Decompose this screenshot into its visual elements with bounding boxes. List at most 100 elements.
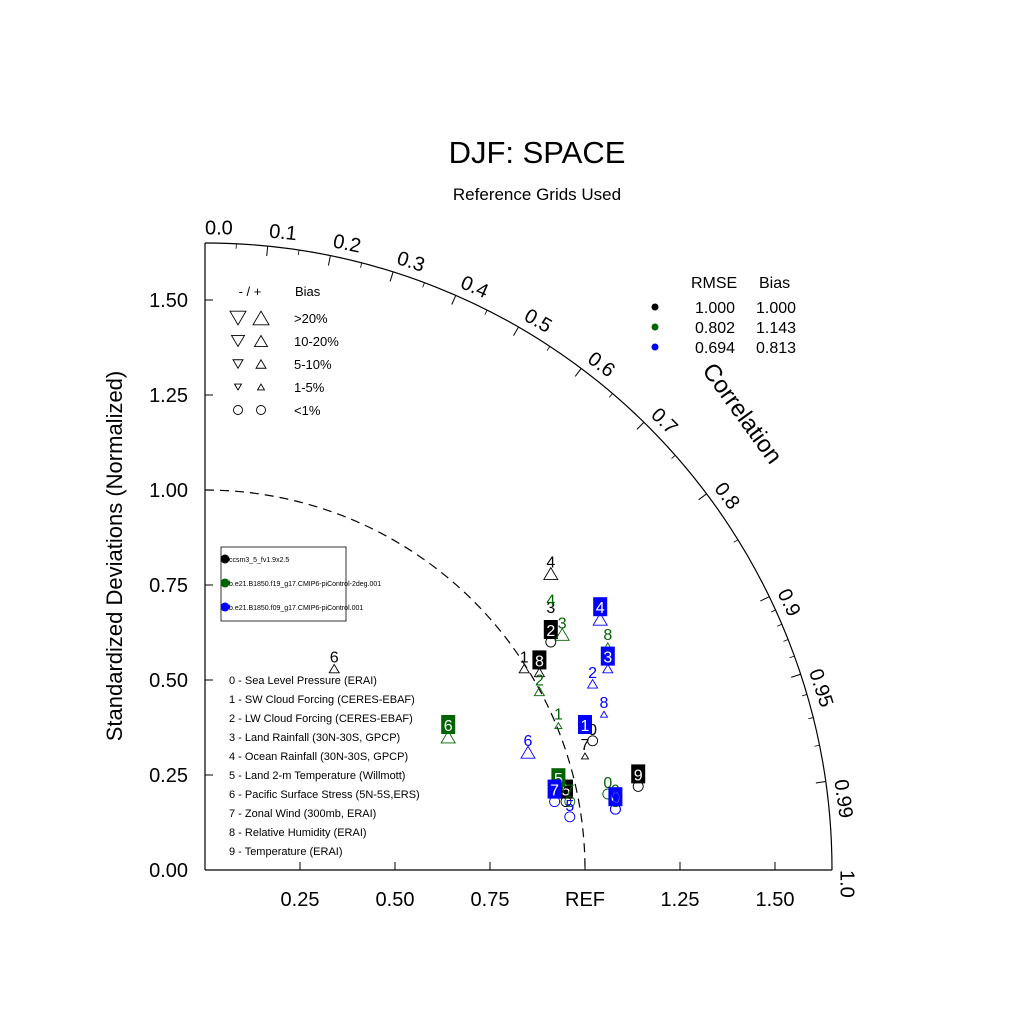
- point-marker: [564, 796, 576, 808]
- point-label: 1: [554, 707, 563, 724]
- corr-tick: [389, 271, 394, 282]
- chart-title: DJF: SPACE: [449, 135, 626, 170]
- x-tick-label: 0.25: [281, 889, 320, 911]
- point-marker: [564, 811, 576, 823]
- corr-tick-label: 0.5: [520, 305, 555, 338]
- bias-legend-row-label: 1-5%: [294, 380, 325, 395]
- series-color-dot: [220, 554, 230, 564]
- corr-tick-label: 0.6: [583, 348, 618, 382]
- variable-legend: 0 - Sea Level Pressure (ERAI) 1 - SW Clo…: [229, 675, 420, 858]
- corr-tick: [513, 326, 519, 336]
- corr-tick-label: 0.99: [829, 778, 856, 820]
- point-marker: [609, 803, 621, 815]
- corr-minor-tick: [789, 655, 795, 659]
- corr-minor-tick: [422, 282, 425, 288]
- bias-legend: - / + Bias >20% 10-20% 5-10% 1-5% <1%: [229, 284, 339, 418]
- x-tick-label: 1.25: [661, 889, 700, 911]
- point-label-box: [608, 787, 623, 807]
- corr-minor-tick: [802, 694, 808, 697]
- corr-tick: [760, 596, 770, 602]
- variable-legend-item: 8 - Relative Humidity (ERAI): [229, 827, 367, 839]
- series-legend-label: ccsm3_5_fv1.9x2.5: [229, 557, 289, 564]
- point-marker: [328, 663, 340, 674]
- point-label: 7: [550, 783, 559, 800]
- point-label: 9: [634, 767, 643, 784]
- point-label: 3: [546, 600, 555, 617]
- point-label: 0: [588, 722, 597, 739]
- bias-legend-row-label: 5-10%: [294, 357, 332, 372]
- x-tick-label: 1.50: [756, 889, 795, 911]
- point-label: 9: [611, 790, 620, 807]
- bias-up-triangle-icon: [252, 310, 270, 326]
- plot-frame: [204, 242, 833, 871]
- series-color-dot: [220, 602, 230, 612]
- point-label: 6: [330, 650, 339, 667]
- point-label: 0: [611, 790, 620, 807]
- series-color-dot: [220, 578, 230, 588]
- corr-tick-label: 0.3: [394, 247, 427, 276]
- corr-tick: [790, 673, 801, 678]
- y-tick-label: 0.75: [149, 575, 188, 597]
- corr-tick-label: 0.2: [331, 230, 363, 257]
- point-label: 7: [581, 737, 590, 754]
- point-label: 2: [535, 672, 544, 689]
- point-label-box: [532, 650, 547, 670]
- x-tick-label: 0.50: [376, 889, 415, 911]
- stats-bias-value: 1.000: [756, 300, 796, 317]
- point-label-box: [631, 764, 646, 784]
- y-axis-title: Standardized Deviations (Normalized): [102, 371, 127, 742]
- variable-legend-item: 1 - SW Cloud Forcing (CERES-EBAF): [229, 694, 415, 706]
- corr-tick: [451, 295, 457, 305]
- corr-minor-tick: [484, 309, 488, 315]
- series-legend-label: b.e21.B1850.f09_g17.CMIP6-piControl.001: [229, 605, 363, 612]
- variable-legend-item: 9 - Temperature (ERAI): [229, 846, 343, 858]
- point-marker: [554, 721, 563, 730]
- point-label: 1: [581, 718, 590, 735]
- point-label: 6: [524, 733, 533, 750]
- series-legend-label: b.e21.B1850.f19_g17.CMIP6-piControl-2deg…: [229, 581, 381, 588]
- point-label: 6: [444, 718, 453, 735]
- point-marker: [533, 686, 546, 697]
- corr-tick-label: 0.8: [710, 478, 744, 513]
- point-label: 2: [588, 665, 597, 682]
- x-tick-label: 0.75: [471, 889, 510, 911]
- point-label: 1: [520, 650, 529, 667]
- point-label-box: [593, 597, 608, 617]
- bias-legend-row-label: >20%: [294, 311, 328, 326]
- point-label: 5: [562, 783, 571, 800]
- y-tick-label: 0.25: [149, 765, 188, 787]
- corr-minor-tick: [777, 623, 782, 627]
- bias-legend-row-label: <1%: [294, 403, 321, 418]
- corr-minor-tick: [783, 639, 789, 642]
- point-label-box: [441, 715, 456, 734]
- point-label-box: [543, 620, 558, 639]
- y-tick-label: 1.25: [149, 385, 188, 407]
- stats-color-dot: [651, 343, 659, 351]
- point-marker: [580, 752, 590, 760]
- point-label: 7: [565, 783, 574, 800]
- stats-bias-value: 0.813: [756, 340, 796, 357]
- point-label: 3: [558, 615, 567, 632]
- point-marker: [440, 730, 456, 744]
- point-label: 4: [596, 600, 605, 617]
- variable-legend-item: 2 - LW Cloud Forcing (CERES-EBAF): [229, 713, 413, 725]
- corr-minor-tick: [770, 609, 776, 613]
- bias-up-triangle-icon: [255, 358, 267, 369]
- stats-header-bias: Bias: [759, 275, 790, 292]
- outer-arc: [204, 242, 833, 871]
- point-label: 3: [603, 650, 612, 667]
- y-tick-label: 0.00: [149, 860, 188, 882]
- variable-legend-item: 0 - Sea Level Pressure (ERAI): [229, 675, 377, 687]
- stats-color-dot: [651, 303, 659, 311]
- variable-legend-item: 6 - Pacific Surface Stress (5N-5S,ERS): [229, 789, 420, 801]
- point-marker: [586, 678, 599, 689]
- point-marker: [533, 667, 546, 678]
- point-marker: [520, 745, 536, 759]
- bias-legend-bias-header: Bias: [295, 284, 321, 299]
- point-label: 8: [535, 653, 544, 670]
- bias-up-triangle-icon: [253, 334, 269, 347]
- corr-minor-tick: [608, 393, 613, 398]
- corr-minor-tick: [360, 262, 363, 268]
- bias-down-triangle-icon: [233, 383, 243, 391]
- y-tick-label: 1.50: [149, 290, 188, 312]
